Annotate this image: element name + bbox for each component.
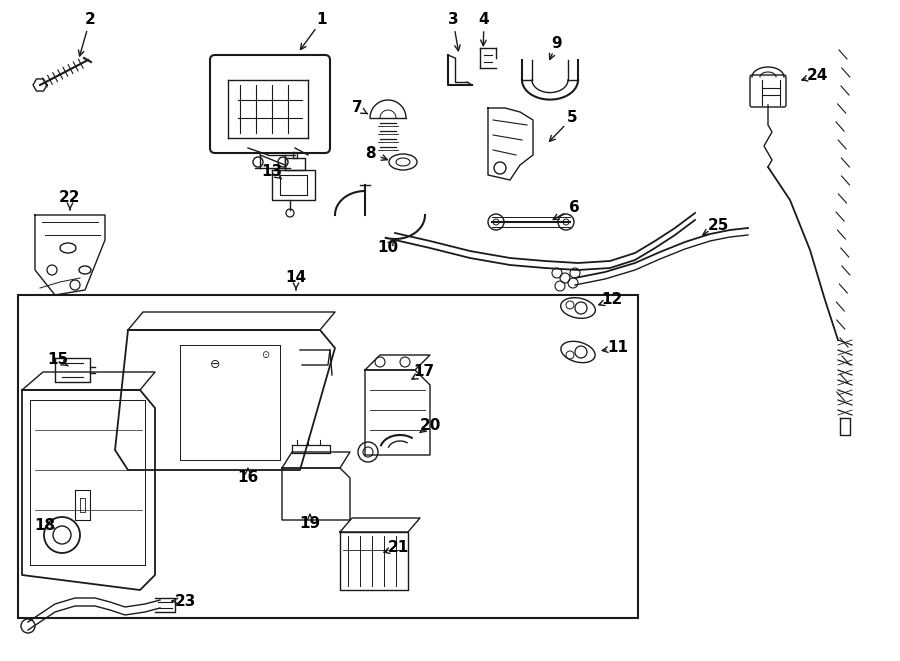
Text: 14: 14 bbox=[285, 270, 307, 286]
Text: 11: 11 bbox=[608, 340, 628, 356]
Text: 24: 24 bbox=[806, 67, 828, 83]
Text: 20: 20 bbox=[419, 418, 441, 432]
Text: 19: 19 bbox=[300, 516, 320, 531]
Text: 13: 13 bbox=[261, 165, 283, 180]
Text: 10: 10 bbox=[377, 241, 399, 256]
Text: ⊙: ⊙ bbox=[261, 350, 269, 360]
Text: 12: 12 bbox=[601, 293, 623, 307]
Text: 7: 7 bbox=[352, 100, 363, 116]
Text: 2: 2 bbox=[85, 13, 95, 28]
Text: 21: 21 bbox=[387, 541, 409, 555]
Text: 5: 5 bbox=[567, 110, 577, 126]
Text: 23: 23 bbox=[175, 594, 195, 609]
Text: 9: 9 bbox=[552, 36, 562, 50]
Text: 25: 25 bbox=[707, 217, 729, 233]
Text: 16: 16 bbox=[238, 471, 258, 485]
Text: 6: 6 bbox=[569, 200, 580, 215]
Text: 8: 8 bbox=[364, 145, 375, 161]
Text: 1: 1 bbox=[317, 13, 328, 28]
Text: 3: 3 bbox=[447, 13, 458, 28]
Text: 4: 4 bbox=[479, 13, 490, 28]
Text: 17: 17 bbox=[413, 364, 435, 379]
Text: 15: 15 bbox=[48, 352, 68, 368]
Text: ⊖: ⊖ bbox=[210, 358, 220, 371]
Text: 22: 22 bbox=[59, 190, 81, 206]
Text: 18: 18 bbox=[34, 518, 56, 533]
Bar bbox=[18, 295, 638, 618]
